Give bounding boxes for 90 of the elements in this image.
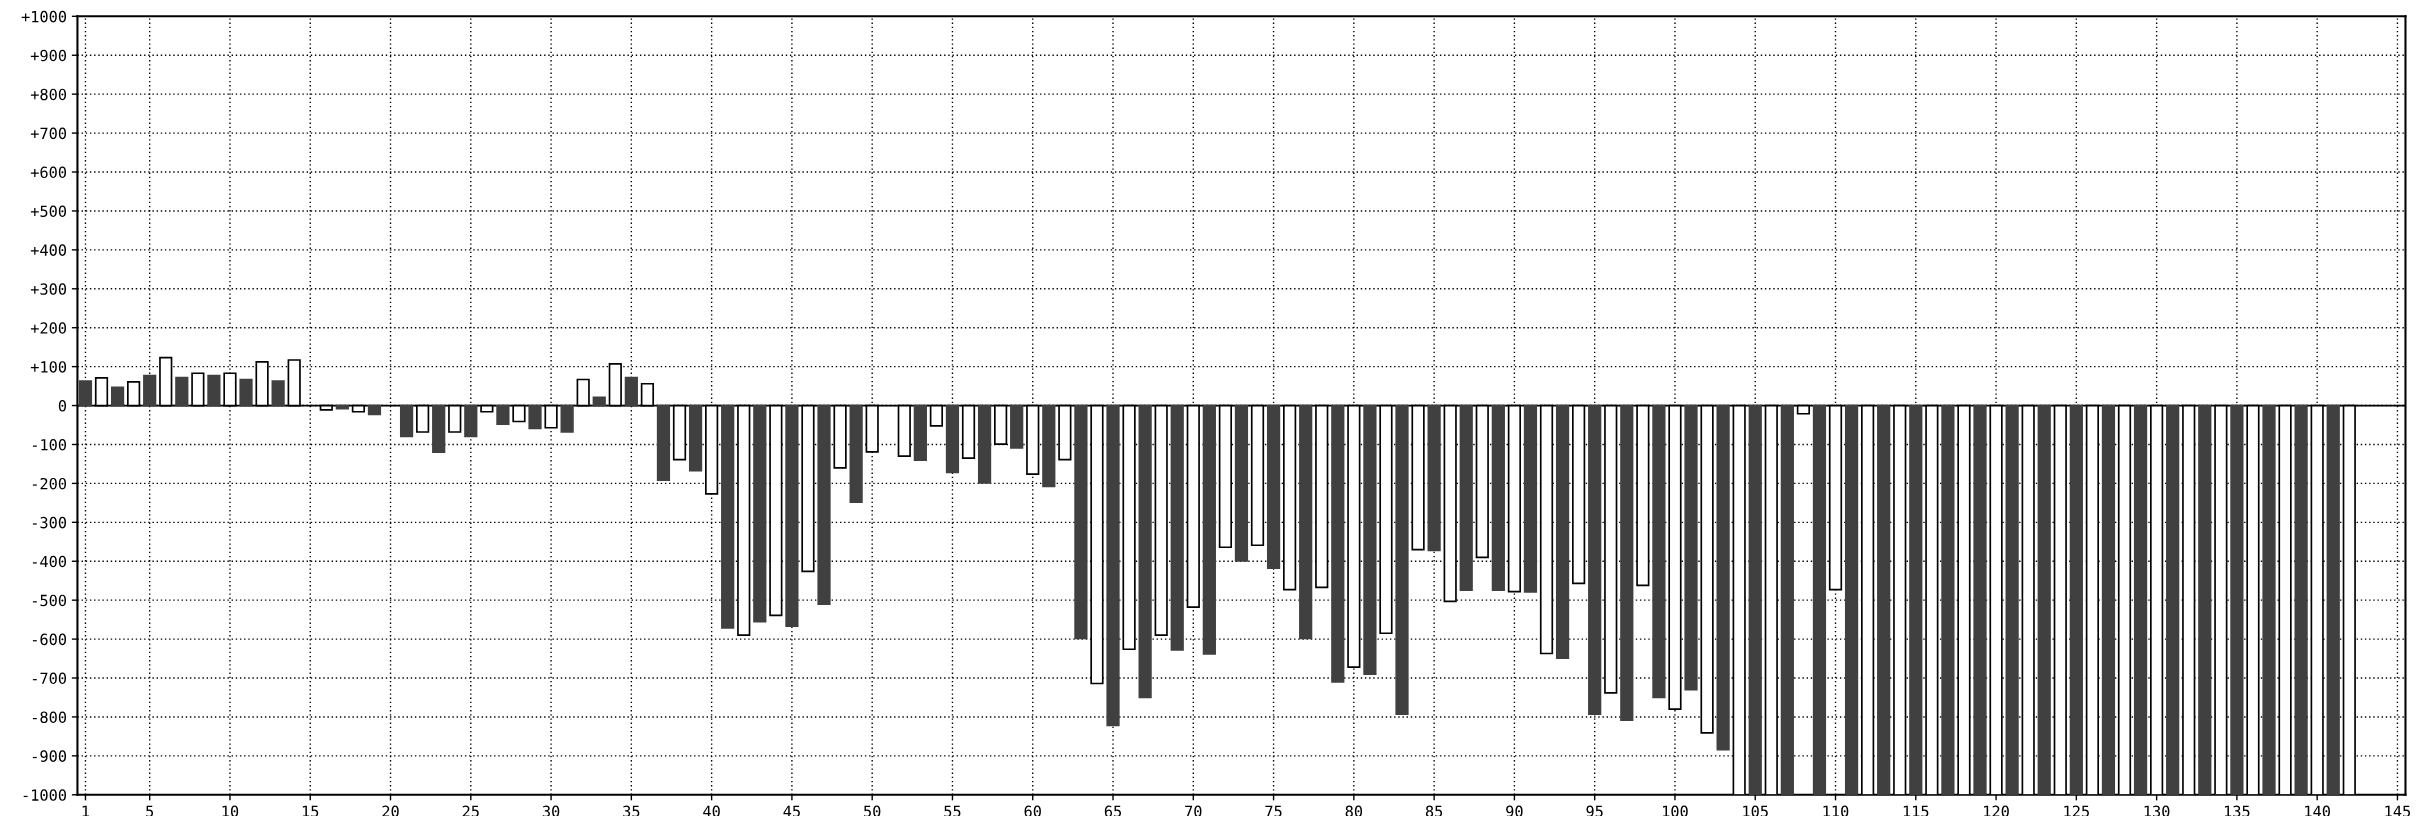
y-tick-label: +100: [30, 361, 67, 373]
bar: [271, 380, 285, 407]
y-tick-label: +200: [30, 322, 67, 334]
bar: [432, 404, 446, 454]
bar: [78, 380, 93, 407]
bar: [1523, 404, 1538, 593]
bar: [1844, 404, 1859, 795]
bar: [1588, 404, 1602, 716]
y-tick-label: -800: [32, 711, 67, 723]
bar: [1266, 404, 1281, 570]
bar: [2133, 404, 2148, 795]
bar: [1620, 404, 1634, 721]
bar: [1138, 404, 1152, 699]
y-tick-label: +700: [30, 127, 67, 140]
bar: [1748, 404, 1762, 795]
y-tick-label: -300: [32, 516, 67, 529]
bar: [753, 404, 767, 623]
bar: [1074, 404, 1088, 640]
bar: [1363, 404, 1377, 675]
bar: [1010, 404, 1024, 449]
bar: [1652, 404, 1666, 699]
bar: [1973, 404, 1987, 795]
bar: [1716, 404, 1730, 751]
bar: [560, 404, 574, 433]
bar: [2198, 404, 2212, 795]
bar: [207, 374, 221, 407]
bar: [2262, 404, 2276, 795]
bar: [1812, 404, 1827, 795]
bar: [1427, 404, 1441, 552]
y-tick-label: +800: [30, 88, 67, 101]
y-tick-label: -900: [32, 750, 67, 762]
bar: [2069, 404, 2083, 795]
bar: [1555, 404, 1570, 659]
bar: [1234, 404, 1249, 562]
bar: [496, 404, 510, 426]
bar: [2166, 404, 2180, 795]
bar: [1459, 404, 1473, 591]
bar: [399, 404, 414, 438]
y-tick-label: +300: [30, 283, 67, 295]
y-tick-label: -500: [32, 594, 67, 607]
y-tick-label: -100: [32, 438, 67, 451]
y-tick-label: +900: [30, 49, 67, 62]
bar: [849, 404, 863, 503]
y-tick-label: +1000: [21, 10, 67, 23]
x-tick-label: 1: [82, 805, 90, 816]
bar: [624, 376, 638, 407]
bar: [592, 396, 606, 407]
bar: [688, 404, 703, 472]
bar: [721, 404, 735, 629]
bar: [464, 404, 478, 438]
y-tick-label: -200: [32, 477, 67, 490]
bar: [2005, 404, 2019, 795]
bar: [2326, 404, 2340, 795]
bar: [1106, 404, 1120, 727]
y-tick-label: +500: [30, 205, 67, 217]
bar: [1042, 404, 1056, 488]
bar: [945, 404, 960, 474]
bar: [528, 404, 542, 430]
bar: [2294, 404, 2308, 795]
bar: [785, 404, 799, 628]
y-tick-label: -1000: [23, 789, 67, 801]
y-tick-label: -700: [32, 672, 67, 685]
bar: [1941, 404, 1955, 795]
bar: [1331, 404, 1345, 683]
bar: [1395, 404, 1409, 716]
bar: [239, 378, 253, 407]
bar: [1780, 404, 1794, 795]
bar: [1299, 404, 1313, 640]
y-tick-label: +600: [30, 166, 67, 179]
bar: [1684, 404, 1698, 691]
bar: [1877, 404, 1891, 795]
bar: [2037, 404, 2051, 795]
y-tick-label: 0: [58, 400, 67, 412]
bar: [977, 404, 992, 484]
bar: [913, 404, 927, 461]
y-tick-label: -400: [32, 555, 67, 568]
bar: [175, 376, 189, 407]
y-tick-label: -600: [32, 633, 67, 646]
bar: [1909, 404, 1923, 795]
bar: [1202, 404, 1216, 655]
bar: [1170, 404, 1184, 651]
bar: [143, 374, 157, 407]
bar: [2101, 404, 2116, 795]
bar: [656, 404, 671, 482]
y-tick-label: +400: [30, 244, 67, 256]
bar: [367, 404, 382, 416]
bar: [1491, 404, 1505, 591]
bar: [2230, 404, 2244, 795]
bar: [110, 386, 125, 407]
bar: [817, 404, 831, 605]
